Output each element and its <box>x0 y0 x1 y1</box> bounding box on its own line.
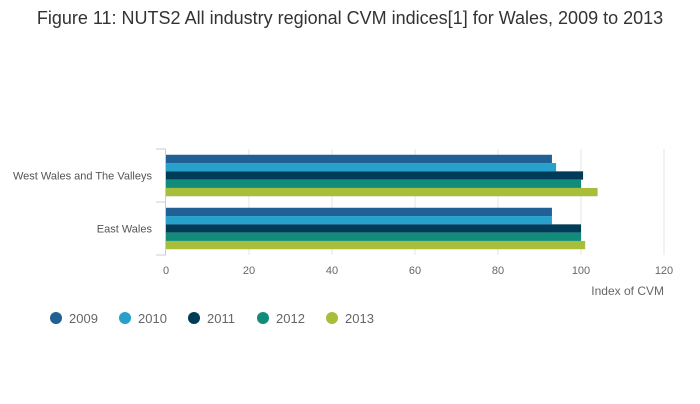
legend-marker-2010 <box>119 312 131 324</box>
bar-2009-1 <box>166 207 552 217</box>
legend-marker-2011 <box>188 312 200 324</box>
bar-2010-1 <box>166 216 552 225</box>
x-tick-label-1: 20 <box>243 265 255 277</box>
x-axis-ticks: 0 20 40 60 80 100 120 <box>163 265 673 277</box>
x-tick-label-2: 40 <box>326 265 338 277</box>
category-label-0: West Wales and The Valleys <box>13 171 152 183</box>
bar-2011-1 <box>166 224 581 233</box>
x-tick-label-0: 0 <box>163 265 169 277</box>
legend-label-2011: 2011 <box>207 311 235 326</box>
legend-marker-2012 <box>257 312 269 324</box>
x-tick-label-5: 100 <box>572 265 590 277</box>
bars <box>166 154 598 250</box>
legend-label-2009: 2009 <box>69 311 98 326</box>
category-label-1: East Wales <box>97 224 153 236</box>
x-axis-title: Index of CVM <box>591 284 664 298</box>
bar-2011-0 <box>166 171 584 180</box>
legend-label-2013: 2013 <box>345 311 374 326</box>
category-labels: West Wales and The Valleys East Wales <box>13 171 152 236</box>
chart-title: Figure 11: NUTS2 All industry regional C… <box>36 8 664 28</box>
bar-2013-0 <box>166 187 598 197</box>
category-axis <box>156 148 166 256</box>
legend-marker-2009 <box>50 312 62 324</box>
legend-marker-2013 <box>326 312 338 324</box>
bar-2012-0 <box>166 179 581 188</box>
x-tick-label-3: 60 <box>409 265 421 277</box>
legend-label-2012: 2012 <box>276 311 305 326</box>
bar-2012-1 <box>166 232 581 241</box>
x-tick-label-6: 120 <box>655 265 673 277</box>
legend-label-2010: 2010 <box>138 311 167 326</box>
bar-2013-1 <box>166 240 586 250</box>
legend: 2009 2010 2011 2012 2013 <box>50 311 374 326</box>
bar-2009-0 <box>166 154 552 164</box>
bar-2010-0 <box>166 163 557 172</box>
x-tick-label-4: 80 <box>492 265 504 277</box>
